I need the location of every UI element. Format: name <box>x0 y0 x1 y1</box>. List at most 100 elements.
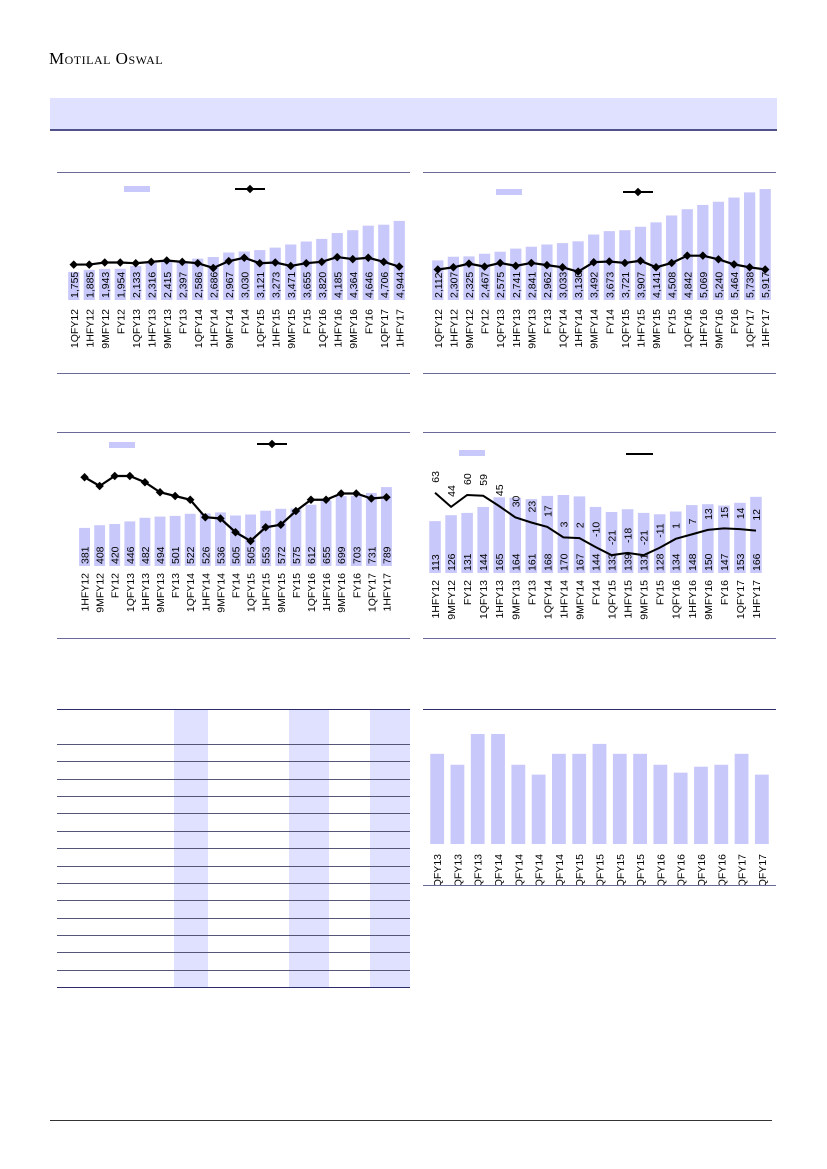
bar-value-label: 144 <box>591 553 603 571</box>
category-label: 9MFY12 <box>95 573 107 613</box>
category-label: 9MFY15 <box>651 309 663 349</box>
bar-value-label: 148 <box>687 553 699 571</box>
line-marker <box>140 478 150 487</box>
bar <box>478 253 491 300</box>
table-row <box>57 830 410 832</box>
bar <box>184 513 196 566</box>
line-marker <box>480 262 489 271</box>
bar <box>510 248 522 300</box>
bar-value-label: 789 <box>381 546 393 564</box>
bar-value-label: 153 <box>735 553 747 571</box>
bar <box>702 504 714 573</box>
category-label: 9MFY12 <box>446 580 458 620</box>
line-marker <box>224 256 233 266</box>
bar <box>511 764 526 844</box>
category-label: 9MFY16 <box>713 309 725 349</box>
bar-value-label: 522 <box>185 546 197 564</box>
category-label: 1HFY15 <box>270 309 282 348</box>
bar <box>612 753 627 844</box>
bar <box>207 257 219 300</box>
bar-value-label: 536 <box>215 546 227 564</box>
bar <box>759 189 771 300</box>
line-marker <box>185 495 195 504</box>
bar-value-label: 4,185 <box>332 272 344 298</box>
category-label: FY14 <box>604 309 616 334</box>
category-label: 1QFY13 <box>495 309 507 348</box>
bar-value-label: 3,820 <box>317 272 329 298</box>
bar <box>653 514 666 573</box>
category-label: 9MFY12 <box>100 309 112 349</box>
category-label: 9MFY15 <box>286 309 298 349</box>
category-label: FY12 <box>110 573 122 598</box>
bar <box>712 201 725 300</box>
bar <box>556 243 569 300</box>
bar <box>572 753 587 844</box>
category-label: 9MFY14 <box>574 580 586 620</box>
bar <box>541 244 553 300</box>
section-banner <box>50 98 777 131</box>
category-label: 9MFY16 <box>336 573 348 613</box>
bar <box>637 512 650 573</box>
line-marker <box>336 489 346 498</box>
line-marker <box>110 471 119 481</box>
category-label: FY16 <box>363 309 375 334</box>
bar <box>139 517 151 566</box>
category-label: 4QFY13 <box>473 854 485 885</box>
bar <box>432 260 444 300</box>
bar <box>130 265 142 300</box>
line-marker <box>291 506 301 516</box>
bar-value-label: 3,273 <box>270 272 282 298</box>
bar-value-label: 2,575 <box>495 272 507 298</box>
category-label: 3QFY14 <box>534 854 546 885</box>
category-label: 1HFY12 <box>80 573 92 612</box>
category-label: FY12 <box>480 309 492 334</box>
table-header <box>57 710 410 745</box>
bar <box>192 258 204 300</box>
bar-value-label: 2,741 <box>511 272 523 298</box>
line-marker <box>352 489 361 498</box>
category-label: 2QFY17 <box>757 854 769 885</box>
line-marker <box>116 258 125 267</box>
line-marker <box>255 258 264 268</box>
line-marker <box>240 253 249 263</box>
category-label: 1QFY16 <box>655 854 667 885</box>
line-marker <box>95 481 104 491</box>
legend-line-marker <box>267 439 277 449</box>
bar <box>199 513 211 566</box>
category-label: 1QFY14 <box>493 854 505 885</box>
bar <box>653 764 668 844</box>
chart-panel-3: 381 1HFY12 408 9MFY12 420 FY12 446 1QFY13 482 1HF… <box>57 432 410 639</box>
bar <box>94 525 106 566</box>
bar <box>331 233 343 300</box>
category-label: 1QFY13 <box>478 580 490 619</box>
bar-value-label: 131 <box>462 553 474 571</box>
category-label: 1QFY14 <box>193 309 205 348</box>
bar <box>114 268 126 300</box>
bar-value-label: 3,030 <box>239 272 251 298</box>
bar <box>161 261 173 300</box>
category-label: FY12 <box>462 580 474 605</box>
bar-value-label: 612 <box>306 546 318 564</box>
bar <box>305 504 317 566</box>
bar-value-label: 3,492 <box>589 272 601 298</box>
bar-value-label: 170 <box>558 553 570 571</box>
category-label: 1QFY15 <box>574 854 586 885</box>
bar <box>223 252 235 300</box>
line-value-label: 17 <box>542 505 554 517</box>
bar <box>447 256 459 300</box>
bar <box>541 495 554 573</box>
chart-4: 1131HFY121269MFY12131FY121441QFY131651HF… <box>429 450 763 620</box>
category-label: FY13 <box>542 309 554 334</box>
bar <box>393 220 405 300</box>
bar-value-label: 4,944 <box>394 272 406 298</box>
bar <box>714 764 729 844</box>
category-label: FY14 <box>231 573 243 598</box>
bar-value-label: 3,721 <box>620 272 632 298</box>
bar-value-label: 381 <box>80 546 92 564</box>
category-label: 1HFY14 <box>573 309 585 348</box>
bar <box>176 261 188 300</box>
bar <box>335 496 347 566</box>
category-label: FY13 <box>177 309 189 334</box>
line-marker <box>170 491 180 501</box>
